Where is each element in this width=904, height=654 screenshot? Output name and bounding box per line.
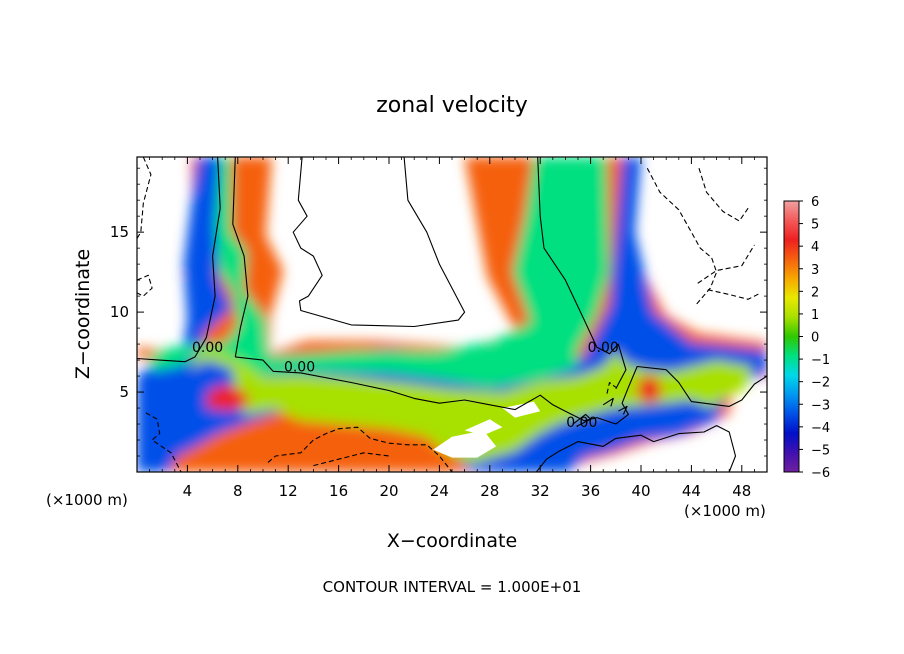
colorbar-tick-label: −3 (811, 398, 830, 413)
x-tick-label-36: 36 (581, 482, 600, 500)
field-region-5 (206, 384, 251, 412)
y-axis: 5 10 15 (110, 167, 767, 457)
x-tick-label-40: 40 (631, 482, 650, 500)
colorbar-tick-label: 6 (811, 195, 819, 210)
x-axis-label: X−coordinate (387, 530, 517, 552)
contour-line-9 (137, 157, 152, 239)
colorbar: 6 5 4 3 2 1 0 −1 −2 −3 −4 −5 −6 (783, 195, 830, 481)
colorbar-tick-label: 0 (811, 331, 819, 346)
contour-interval-note: CONTOUR INTERVAL = 1.000E+01 (323, 578, 582, 596)
y-tick-label-5: 5 (119, 383, 129, 401)
contour-label-2: 0.00 (588, 340, 619, 356)
x-tick-label-48: 48 (732, 482, 751, 500)
x-tick-label-12: 12 (279, 482, 298, 500)
contour-line-10 (137, 274, 153, 297)
colorbar-tick-label: −2 (811, 376, 830, 391)
contour-line-16 (698, 168, 749, 222)
contour-line-13 (313, 452, 390, 467)
x-unit-right: (×1000 m) (684, 502, 766, 520)
contour-line-3 (537, 157, 627, 390)
colorbar-tick-label: 2 (811, 285, 819, 300)
calm-patches (433, 401, 541, 458)
x-tick-label-44: 44 (682, 482, 701, 500)
x-tick-label-20: 20 (379, 482, 398, 500)
y-tick-label-15: 15 (110, 223, 129, 241)
contour-line-17 (697, 244, 755, 284)
colorbar-tick-label: 4 (811, 240, 819, 255)
x-tick-label-4: 4 (183, 482, 193, 500)
contour-line-6 (572, 413, 592, 427)
contour-line-0 (137, 157, 221, 363)
field-region-4 (636, 376, 663, 404)
contour-label-3: 0.00 (566, 415, 597, 431)
x-tick-label-8: 8 (233, 482, 243, 500)
contour-line-8 (618, 405, 628, 415)
y-tick-label-10: 10 (110, 303, 129, 321)
contour-line-4 (292, 157, 466, 328)
colorbar-tick-label: 1 (811, 308, 819, 323)
contour-line-12 (267, 426, 453, 472)
contour-line-1 (232, 157, 249, 357)
plot-area: 0.000.000.000.00 4 8 12 16 20 24 28 32 36 40 44 48 … (110, 156, 768, 500)
calm-patch-1 (464, 419, 503, 436)
colorbar-tick-label: −6 (811, 466, 830, 481)
chart-title: zonal velocity (376, 93, 528, 118)
contour-labels: 0.00 0.00 0.00 0.00 (192, 340, 619, 431)
x-tick-label-16: 16 (329, 482, 348, 500)
y-axis-label: Z−coordinate (72, 249, 94, 379)
x-unit-left: (×1000 m) (46, 491, 128, 509)
colorbar-tick-label: −5 (811, 443, 830, 458)
calm-patch-0 (433, 430, 497, 458)
x-tick-label-28: 28 (480, 482, 499, 500)
contour-line-18 (707, 289, 761, 300)
contour-line-5 (535, 425, 737, 472)
contour-label-0: 0.00 (192, 340, 223, 356)
contour-line-7 (602, 397, 614, 407)
contour-lines (137, 157, 767, 472)
contour-line-15 (646, 167, 718, 307)
colorbar-tick-label: 5 (811, 218, 819, 233)
contour-line-11 (145, 412, 182, 472)
contour-label-1: 0.00 (284, 359, 315, 375)
contour-line-14 (606, 381, 617, 394)
colorbar-gradient (783, 200, 800, 473)
x-axis: 4 8 12 16 20 24 28 32 36 40 44 48 (149, 157, 755, 500)
colorbar-tick-label: −4 (811, 421, 830, 436)
field-region-2 (147, 157, 610, 388)
contour-line-2 (235, 356, 767, 425)
x-tick-label-24: 24 (430, 482, 449, 500)
colorbar-ticks: 6 5 4 3 2 1 0 −1 −2 −3 −4 −5 −6 (799, 195, 830, 481)
calm-patch-2 (502, 401, 541, 418)
x-tick-label-32: 32 (531, 482, 550, 500)
colorbar-tick-label: −1 (811, 353, 830, 368)
colorbar-tick-label: 3 (811, 263, 819, 278)
